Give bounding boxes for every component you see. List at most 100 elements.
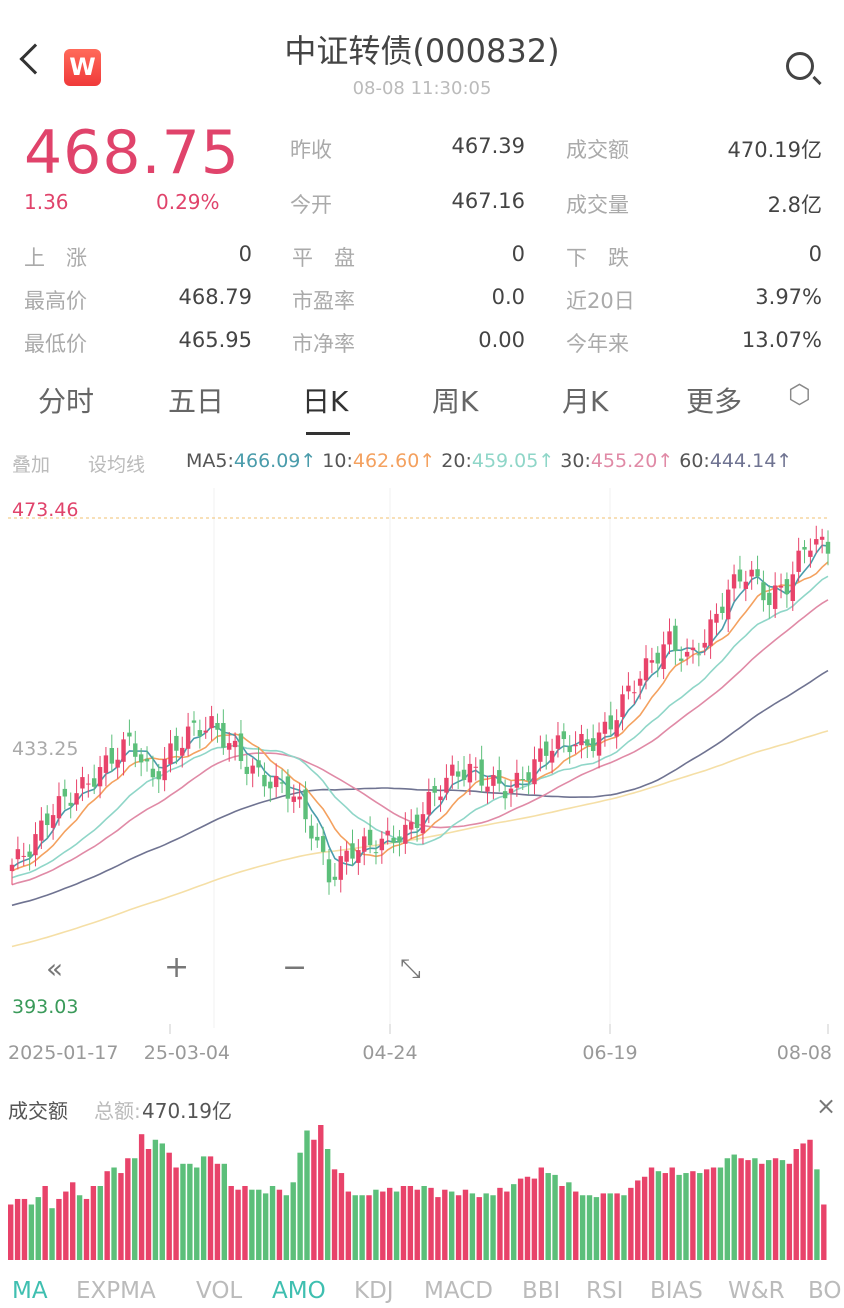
volume-bar: [490, 1195, 496, 1260]
candle-body: [720, 606, 725, 614]
candlestick-chart[interactable]: 473.46 433.25 393.03 2025-01-17 25-03-04 04-2…: [0, 488, 844, 1078]
candle-body: [256, 760, 261, 768]
candle-body: [608, 715, 613, 730]
ma-value: 466.09↑: [233, 450, 317, 472]
candle-body: [185, 726, 191, 749]
indicator-tab-ma[interactable]: MA: [12, 1278, 48, 1304]
volume-bar: [249, 1189, 255, 1260]
set-ma-button[interactable]: 设均线: [88, 454, 146, 476]
volume-bar: [221, 1163, 228, 1260]
candle-body: [144, 758, 150, 762]
volume-bar: [407, 1186, 414, 1260]
volume-bar: [531, 1178, 538, 1260]
stat-label: 成交量: [566, 193, 629, 217]
stat-value: 468.79: [178, 285, 252, 309]
ma-name: 20:: [441, 450, 472, 472]
candle-body: [514, 772, 520, 788]
indicator-tab-bbi[interactable]: BBI: [522, 1278, 561, 1304]
indicator-tab-amo[interactable]: AMO: [272, 1278, 326, 1304]
tab-intraday[interactable]: 分时: [38, 385, 95, 418]
candle-body: [180, 747, 185, 756]
candle-body: [45, 813, 50, 826]
candle-body: [350, 843, 355, 859]
period-tabs: 分时 五日 日K 周K 月K 更多 ⬡: [0, 380, 844, 440]
candle-body: [33, 834, 38, 856]
current-price: 468.75: [24, 118, 240, 188]
settings-hexagon-icon[interactable]: ⬡: [788, 380, 811, 410]
volume-bar: [235, 1189, 241, 1260]
volume-bar: [35, 1197, 41, 1260]
volume-chart: [8, 1125, 827, 1260]
zoom-in-icon[interactable]: +: [164, 950, 190, 985]
price-change: 1.36: [24, 190, 69, 214]
close-icon[interactable]: ×: [816, 1092, 837, 1120]
volume-bar: [635, 1180, 641, 1260]
volume-bar: [400, 1186, 407, 1260]
candle-body: [808, 550, 813, 557]
volume-bar: [125, 1158, 131, 1260]
search-icon[interactable]: [786, 52, 814, 80]
candle-body: [168, 743, 173, 764]
indicator-tab-expma[interactable]: EXPMA: [76, 1278, 156, 1304]
overlay-button[interactable]: 叠加: [12, 454, 51, 476]
volume-bar: [517, 1178, 524, 1260]
tab-five-day[interactable]: 五日: [168, 385, 225, 418]
rewind-icon[interactable]: «: [46, 952, 64, 985]
volume-bar: [566, 1182, 572, 1260]
candle-body: [232, 740, 238, 748]
expand-icon[interactable]: ⤡: [400, 954, 421, 984]
volume-bar: [462, 1189, 469, 1260]
volume-bar: [49, 1208, 55, 1260]
candle-body: [767, 592, 772, 606]
tab-daily-k[interactable]: 日K: [302, 385, 349, 418]
tab-monthly-k[interactable]: 月K: [562, 385, 609, 418]
stat-label: 平 盘: [292, 246, 355, 270]
candle-body: [315, 836, 320, 841]
ma-value: 462.60↑: [352, 450, 436, 472]
volume-bar: [200, 1156, 207, 1260]
volume-bar: [76, 1195, 83, 1260]
stat-label: 今开: [290, 193, 332, 217]
candle-body: [191, 720, 197, 723]
tab-more[interactable]: 更多: [686, 385, 743, 418]
volume-bar: [380, 1191, 386, 1260]
volume-bar: [593, 1197, 600, 1260]
indicator-tab-wr[interactable]: W&R: [728, 1278, 785, 1304]
indicator-tab-bias[interactable]: BIAS: [650, 1278, 703, 1304]
volume-bar: [497, 1187, 503, 1260]
indicator-tab-vol[interactable]: VOL: [196, 1278, 243, 1304]
candle-body: [438, 796, 443, 801]
candle-body: [538, 748, 543, 762]
volume-bar: [228, 1186, 234, 1260]
candle-body: [702, 642, 707, 648]
candle-body: [338, 856, 343, 880]
indicator-tab-rsi[interactable]: RSI: [586, 1278, 624, 1304]
candle-body: [784, 579, 790, 595]
indicator-tab-macd[interactable]: MACD: [424, 1278, 493, 1304]
volume-bar: [703, 1169, 710, 1260]
candle-body: [297, 796, 302, 800]
volume-bar: [559, 1186, 565, 1260]
volume-bar: [724, 1158, 731, 1260]
stat-label: 最低价: [24, 332, 87, 356]
candle-body: [50, 815, 56, 828]
volume-title: 成交额: [8, 1099, 68, 1123]
indicator-tab-bo[interactable]: BO: [808, 1278, 842, 1304]
candle-body: [626, 685, 631, 692]
candle-body: [561, 731, 567, 740]
volume-bar: [207, 1156, 214, 1260]
candle-body: [590, 738, 596, 752]
volume-bar: [173, 1167, 179, 1260]
tab-weekly-k[interactable]: 周K: [432, 385, 479, 418]
stat-value: 0.00: [478, 328, 525, 352]
volume-bar: [683, 1173, 689, 1260]
volume-bar: [662, 1173, 669, 1260]
axis-label: 04-24: [362, 1042, 417, 1064]
volume-bar: [655, 1171, 662, 1260]
candle-body: [661, 644, 666, 670]
candle-body: [520, 779, 525, 781]
indicator-tab-kdj[interactable]: KDJ: [354, 1278, 394, 1304]
zoom-out-icon[interactable]: −: [282, 950, 308, 985]
volume-bar: [214, 1163, 221, 1260]
candle-body: [426, 791, 432, 815]
